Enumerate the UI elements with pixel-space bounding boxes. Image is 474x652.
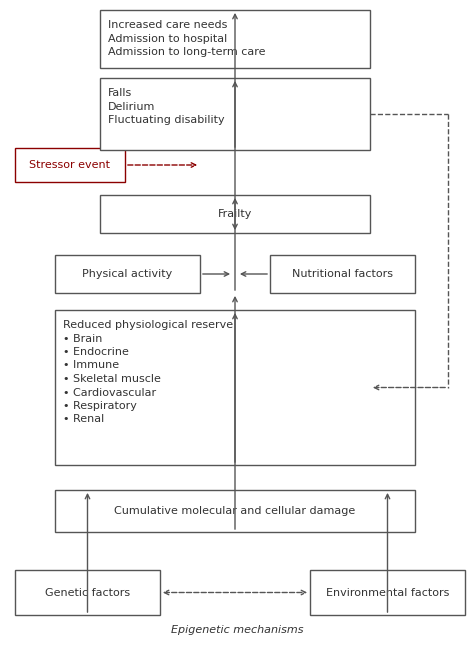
Bar <box>55 490 415 532</box>
Text: Admission to hospital: Admission to hospital <box>108 33 227 44</box>
Text: Stressor event: Stressor event <box>29 160 110 170</box>
Text: Increased care needs: Increased care needs <box>108 20 228 30</box>
Text: • Skeletal muscle: • Skeletal muscle <box>63 374 161 384</box>
Text: • Renal: • Renal <box>63 415 104 424</box>
Bar <box>310 570 465 615</box>
Text: • Endocrine: • Endocrine <box>63 347 129 357</box>
Text: Reduced physiological reserve: Reduced physiological reserve <box>63 320 233 330</box>
Bar <box>15 570 160 615</box>
Text: Physical activity: Physical activity <box>82 269 173 279</box>
Text: Epigenetic mechanisms: Epigenetic mechanisms <box>171 625 303 635</box>
Text: Delirium: Delirium <box>108 102 155 111</box>
Text: • Respiratory: • Respiratory <box>63 401 137 411</box>
Bar <box>100 78 370 150</box>
Text: Environmental factors: Environmental factors <box>326 587 449 597</box>
Bar <box>270 255 415 293</box>
Text: Genetic factors: Genetic factors <box>45 587 130 597</box>
Text: Admission to long-term care: Admission to long-term care <box>108 47 265 57</box>
Bar <box>100 10 370 68</box>
Text: • Immune: • Immune <box>63 361 119 370</box>
Text: • Brain: • Brain <box>63 334 102 344</box>
Bar <box>55 310 415 465</box>
Text: Cumulative molecular and cellular damage: Cumulative molecular and cellular damage <box>114 506 356 516</box>
Text: • Cardiovascular: • Cardiovascular <box>63 387 156 398</box>
Bar <box>100 195 370 233</box>
Text: Nutritional factors: Nutritional factors <box>292 269 393 279</box>
Bar <box>55 255 200 293</box>
Text: Frailty: Frailty <box>218 209 252 219</box>
Text: Fluctuating disability: Fluctuating disability <box>108 115 225 125</box>
Bar <box>15 148 125 182</box>
Text: Falls: Falls <box>108 88 132 98</box>
